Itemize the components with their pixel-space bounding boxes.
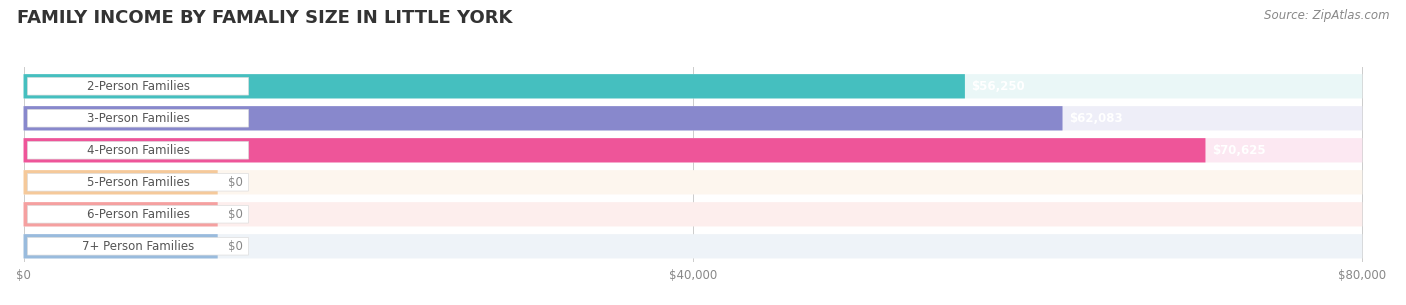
Text: 5-Person Families: 5-Person Families	[87, 176, 190, 189]
FancyBboxPatch shape	[24, 170, 1362, 195]
FancyBboxPatch shape	[24, 234, 218, 258]
Text: $56,250: $56,250	[972, 80, 1025, 93]
FancyBboxPatch shape	[28, 142, 249, 159]
FancyBboxPatch shape	[24, 106, 1362, 131]
FancyBboxPatch shape	[24, 202, 218, 226]
FancyBboxPatch shape	[28, 206, 249, 223]
FancyBboxPatch shape	[28, 238, 249, 255]
FancyBboxPatch shape	[24, 138, 1362, 163]
Text: 3-Person Families: 3-Person Families	[87, 112, 190, 125]
Text: $0: $0	[228, 176, 243, 189]
FancyBboxPatch shape	[24, 74, 965, 99]
Text: 6-Person Families: 6-Person Families	[87, 208, 190, 221]
Text: Source: ZipAtlas.com: Source: ZipAtlas.com	[1264, 9, 1389, 22]
FancyBboxPatch shape	[28, 174, 249, 191]
FancyBboxPatch shape	[28, 77, 249, 95]
Text: 7+ Person Families: 7+ Person Families	[82, 240, 194, 253]
Text: FAMILY INCOME BY FAMALIY SIZE IN LITTLE YORK: FAMILY INCOME BY FAMALIY SIZE IN LITTLE …	[17, 9, 512, 27]
Text: 4-Person Families: 4-Person Families	[87, 144, 190, 157]
Text: $70,625: $70,625	[1212, 144, 1265, 157]
FancyBboxPatch shape	[24, 138, 1205, 163]
FancyBboxPatch shape	[24, 74, 1362, 99]
FancyBboxPatch shape	[28, 109, 249, 127]
FancyBboxPatch shape	[24, 170, 218, 195]
FancyBboxPatch shape	[24, 202, 1362, 226]
FancyBboxPatch shape	[24, 106, 1063, 131]
Text: 2-Person Families: 2-Person Families	[87, 80, 190, 93]
Text: $0: $0	[228, 208, 243, 221]
FancyBboxPatch shape	[24, 234, 1362, 258]
Text: $62,083: $62,083	[1069, 112, 1123, 125]
Text: $0: $0	[228, 240, 243, 253]
